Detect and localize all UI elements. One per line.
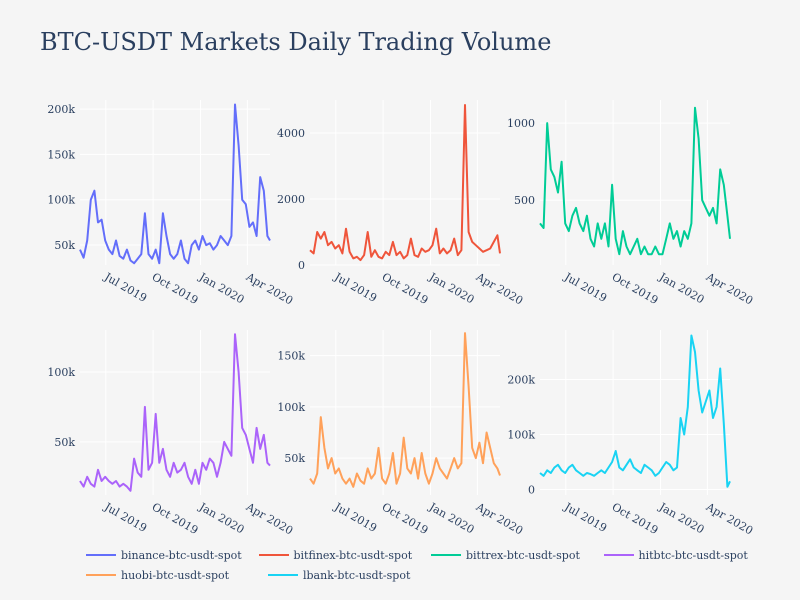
y-tick-label: 100k [277, 401, 305, 414]
legend-label: huobi-btc-usdt-spot [121, 568, 230, 582]
series-line-huobi-btc-usdt-spot [309, 332, 501, 488]
series-line-hitbtc-btc-usdt-spot [79, 333, 271, 492]
legend-item-huobi[interactable]: huobi-btc-usdt-spot [86, 569, 268, 582]
x-tick-label: Jan 2020 [656, 270, 706, 307]
x-tick-label: Apr 2020 [243, 500, 295, 538]
y-tick-label: 100k [507, 429, 535, 442]
x-tick-label: Oct 2019 [150, 500, 201, 537]
x-tick-label: Jul 2019 [331, 500, 379, 535]
legend-label: bittrex-btc-usdt-spot [466, 548, 580, 562]
x-tick-label: Jul 2019 [561, 270, 609, 305]
legend-swatch [258, 554, 289, 556]
x-tick-label: Oct 2019 [150, 270, 201, 307]
legend-swatch [431, 554, 461, 556]
chart-title: BTC-USDT Markets Daily Trading Volume [40, 28, 552, 56]
legend-label: bitfinex-btc-usdt-spot [293, 548, 413, 562]
y-tick-label: 0 [298, 259, 305, 272]
y-tick-label: 1000 [507, 117, 535, 130]
y-tick-label: 50k [284, 452, 305, 465]
x-tick-label: Apr 2020 [473, 500, 525, 538]
legend-item-binance[interactable]: binance-btc-usdt-spot [86, 549, 259, 562]
x-tick-label: Apr 2020 [243, 270, 295, 308]
y-tick-label: 100k [47, 194, 75, 207]
x-tick-label: Jul 2019 [561, 500, 609, 535]
y-tick-label: 0 [528, 484, 535, 497]
y-tick-label: 50k [54, 436, 75, 449]
x-tick-label: Jul 2019 [331, 270, 379, 305]
legend-item-lbank[interactable]: lbank-btc-usdt-spot [268, 569, 450, 582]
legend-item-hitbtc[interactable]: hitbtc-btc-usdt-spot [603, 548, 777, 562]
legend-label: binance-btc-usdt-spot [121, 548, 242, 562]
x-tick-label: Apr 2020 [703, 500, 755, 538]
y-tick-label: 4000 [277, 127, 305, 140]
y-tick-label: 200k [507, 374, 535, 387]
x-tick-label: Oct 2019 [380, 500, 431, 537]
x-tick-label: Jul 2019 [101, 500, 149, 535]
y-tick-label: 150k [277, 350, 305, 363]
x-tick-label: Jan 2020 [426, 270, 476, 307]
legend-item-bittrex[interactable]: bittrex-btc-usdt-spot [431, 549, 604, 562]
series-line-bitfinex-btc-usdt-spot [309, 104, 501, 262]
legend-row: huobi-btc-usdt-spot lbank-btc-usdt-spot [86, 565, 776, 585]
y-tick-label: 100k [47, 366, 75, 379]
x-tick-label: Jan 2020 [426, 500, 476, 537]
legend-row: binance-btc-usdt-spot bitfinex-btc-usdt-… [86, 545, 776, 565]
x-tick-label: Jan 2020 [196, 500, 246, 537]
legend-swatch [86, 574, 116, 576]
legend-item-bitfinex[interactable]: bitfinex-btc-usdt-spot [258, 548, 432, 562]
x-tick-label: Oct 2019 [610, 270, 661, 307]
x-tick-label: Apr 2020 [703, 270, 755, 308]
x-tick-label: Apr 2020 [473, 270, 525, 308]
series-line-lbank-btc-usdt-spot [539, 334, 731, 488]
y-tick-label: 150k [47, 148, 75, 161]
legend-swatch [603, 554, 634, 556]
legend-label: hitbtc-btc-usdt-spot [638, 548, 748, 562]
legend: binance-btc-usdt-spot bitfinex-btc-usdt-… [86, 545, 776, 585]
x-tick-label: Jan 2020 [656, 500, 706, 537]
x-tick-label: Jan 2020 [196, 270, 246, 307]
x-tick-label: Jul 2019 [101, 270, 149, 305]
legend-swatch [268, 574, 298, 576]
x-tick-label: Oct 2019 [380, 270, 431, 307]
series-line-binance-btc-usdt-spot [79, 103, 271, 265]
series-line-bittrex-btc-usdt-spot [539, 106, 731, 256]
y-tick-label: 500 [514, 194, 535, 207]
y-tick-label: 200k [47, 103, 75, 116]
y-tick-label: 50k [54, 239, 75, 252]
y-tick-label: 2000 [277, 193, 305, 206]
x-tick-label: Oct 2019 [610, 500, 661, 537]
legend-swatch [86, 554, 116, 556]
legend-label: lbank-btc-usdt-spot [303, 568, 411, 582]
